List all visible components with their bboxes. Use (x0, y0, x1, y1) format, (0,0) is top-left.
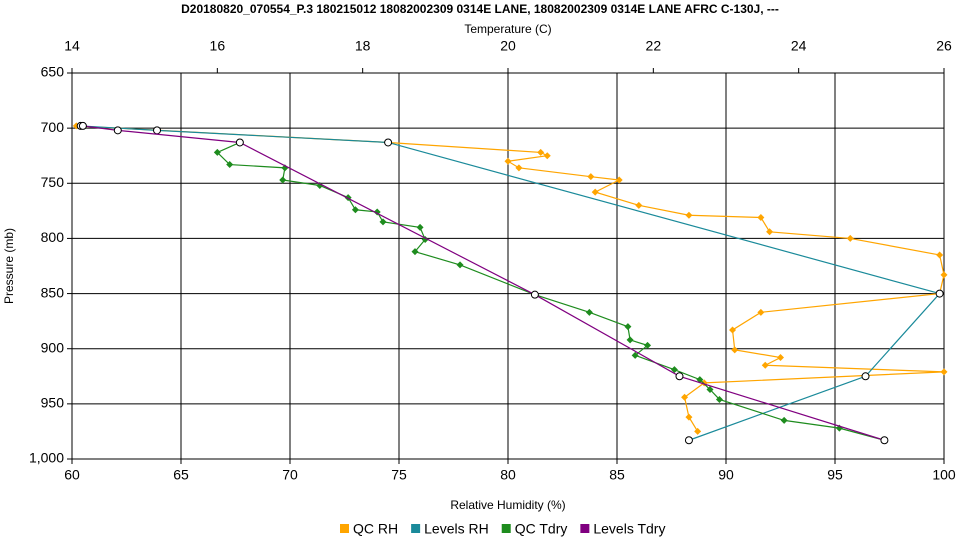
x-tick-label: 65 (173, 467, 189, 483)
point (504, 157, 512, 165)
y-tick-label: 650 (41, 64, 65, 80)
point (515, 164, 523, 172)
point (78, 121, 87, 130)
point (757, 213, 765, 221)
legend-label: QC RH (353, 521, 398, 537)
x2-tick-label: 16 (210, 38, 226, 54)
point (940, 368, 948, 376)
x2-tick-label: 24 (791, 38, 807, 54)
x2-tick-label: 18 (355, 38, 371, 54)
point (235, 138, 244, 147)
point (731, 346, 739, 354)
legend-swatch (340, 524, 349, 533)
point (685, 413, 693, 421)
x-tick-label: 70 (282, 467, 298, 483)
point (530, 290, 539, 299)
point (384, 138, 393, 147)
x2-tick-label: 20 (500, 38, 516, 54)
point (631, 351, 639, 359)
point (113, 126, 122, 135)
x-tick-label: 75 (391, 467, 407, 483)
point (766, 228, 774, 236)
y-tick-label: 700 (41, 119, 65, 135)
x2-tick-label: 14 (64, 38, 80, 54)
point (411, 248, 419, 256)
point (685, 211, 693, 219)
legend-label: Levels Tdry (593, 521, 665, 537)
point (694, 427, 702, 435)
point (226, 161, 234, 169)
point (936, 251, 944, 259)
point (279, 176, 287, 184)
x-tick-label: 90 (718, 467, 734, 483)
point (757, 308, 765, 316)
point (696, 376, 704, 384)
point (880, 436, 889, 445)
point (624, 323, 632, 331)
x-tick-label: 85 (609, 467, 625, 483)
point (761, 361, 769, 369)
x2-tick-label: 26 (936, 38, 952, 54)
point (585, 308, 593, 316)
point (591, 188, 599, 196)
chart-title: D20180820_070554_P.3 180215012 180820023… (181, 2, 779, 16)
legend-label: QC Tdry (515, 521, 568, 537)
legend-swatch (501, 524, 511, 533)
point (213, 148, 221, 156)
point (416, 223, 424, 231)
y-tick-label: 750 (41, 174, 65, 190)
point (587, 173, 595, 181)
y-tick-label: 850 (41, 284, 65, 300)
point (706, 386, 714, 394)
x-tick-label: 100 (932, 467, 956, 483)
point (846, 234, 854, 242)
point (537, 148, 545, 156)
point (379, 218, 387, 226)
point (153, 126, 162, 135)
point (684, 436, 693, 445)
point (351, 206, 359, 214)
point (715, 395, 723, 403)
point (626, 336, 634, 344)
series-line (82, 125, 885, 441)
y-tick-label: 800 (41, 229, 65, 245)
point (681, 393, 689, 401)
point (780, 416, 788, 424)
x-tick-label: 80 (500, 467, 516, 483)
x2-axis-label: Temperature (C) (464, 22, 551, 36)
point (861, 372, 870, 381)
point (615, 176, 623, 184)
point (729, 326, 737, 334)
legend-swatch (580, 524, 590, 533)
y-tick-label: 950 (41, 395, 65, 411)
x-axis-label: Relative Humidity (%) (450, 498, 565, 512)
x-tick-label: 95 (827, 467, 843, 483)
point (316, 181, 324, 189)
legend-swatch (411, 524, 421, 533)
y-tick-label: 1,000 (29, 450, 64, 466)
y-tick-label: 900 (41, 339, 65, 355)
point (543, 152, 551, 160)
y-axis-label: Pressure (mb) (2, 228, 16, 304)
legend-label: Levels RH (424, 521, 489, 537)
point (675, 372, 684, 381)
point (777, 354, 784, 362)
point (635, 201, 643, 209)
series-line (80, 125, 941, 441)
point (670, 366, 678, 374)
point (940, 271, 948, 279)
point (644, 341, 652, 349)
x-tick-label: 60 (64, 467, 80, 483)
x2-tick-label: 22 (646, 38, 662, 54)
point (935, 289, 944, 298)
point (456, 261, 464, 269)
